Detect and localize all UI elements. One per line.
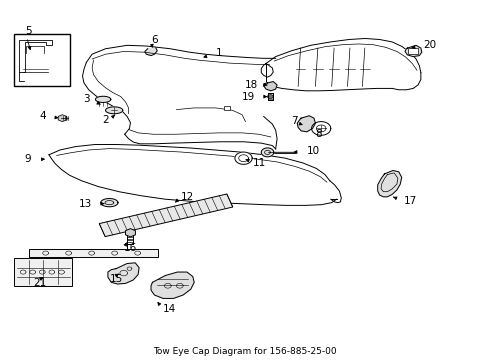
Polygon shape: [108, 263, 139, 284]
Polygon shape: [105, 107, 122, 114]
Text: 15: 15: [109, 274, 122, 284]
Polygon shape: [377, 171, 401, 197]
Polygon shape: [261, 148, 273, 157]
Text: 21: 21: [34, 278, 47, 288]
Text: 8: 8: [315, 129, 322, 139]
Bar: [14, 34, 70, 86]
Text: Tow Eye Cap Diagram for 156-885-25-00: Tow Eye Cap Diagram for 156-885-25-00: [152, 347, 336, 356]
Text: 14: 14: [163, 304, 176, 314]
Polygon shape: [99, 194, 232, 237]
Polygon shape: [151, 272, 194, 298]
Text: 11: 11: [253, 158, 266, 168]
Polygon shape: [297, 116, 315, 132]
Polygon shape: [101, 199, 118, 207]
Text: 10: 10: [306, 147, 319, 156]
Text: 20: 20: [422, 40, 435, 50]
Polygon shape: [404, 45, 421, 57]
Polygon shape: [263, 82, 277, 91]
Bar: [407, 48, 417, 54]
Text: 4: 4: [39, 112, 45, 121]
Text: 18: 18: [244, 80, 257, 90]
Text: 7: 7: [291, 116, 298, 126]
Polygon shape: [58, 115, 66, 122]
Polygon shape: [234, 152, 252, 164]
Bar: [15, 258, 72, 286]
Text: 19: 19: [241, 92, 255, 102]
Polygon shape: [144, 48, 157, 55]
Text: 16: 16: [123, 243, 137, 253]
Text: 6: 6: [151, 35, 157, 45]
Text: 17: 17: [403, 196, 416, 206]
Text: 3: 3: [83, 94, 90, 104]
Bar: [224, 106, 230, 110]
Text: 13: 13: [79, 199, 92, 209]
Text: 1: 1: [215, 48, 222, 58]
Text: 5: 5: [25, 26, 32, 36]
Polygon shape: [95, 96, 111, 103]
Text: 9: 9: [24, 154, 31, 164]
Bar: [29, 249, 158, 257]
Text: 2: 2: [102, 115, 109, 125]
Text: 12: 12: [181, 192, 194, 202]
